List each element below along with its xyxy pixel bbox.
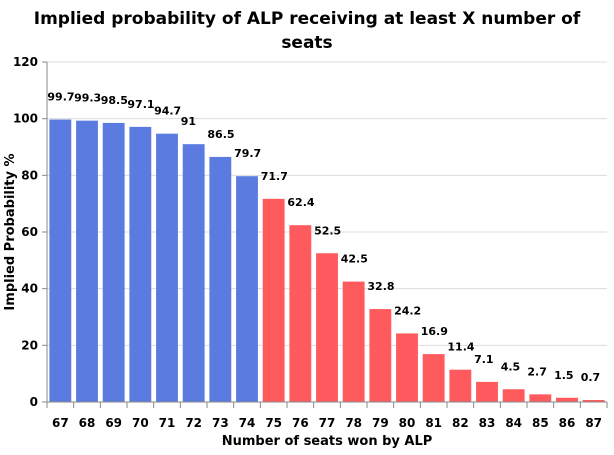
bar-70	[129, 126, 152, 402]
bar-85	[529, 394, 552, 402]
data-label: 42.5	[341, 253, 368, 266]
chart-title-line-2: seats	[281, 33, 332, 53]
x-tick-label: 71	[159, 416, 176, 430]
axes: 0 20 40 60 80 100 120 67 68 69 70 71 72 73 74 75 76 77 78 7…	[13, 55, 608, 430]
x-tick-label: 67	[52, 416, 69, 430]
x-tick-label: 73	[212, 416, 229, 430]
data-label: 91	[181, 115, 196, 128]
data-label: 99.3	[74, 92, 101, 105]
x-tick-label: 79	[372, 416, 389, 430]
bars	[49, 119, 605, 403]
x-tick-label: 83	[479, 416, 496, 430]
bar-84	[502, 389, 525, 402]
data-label: 97.1	[127, 98, 154, 111]
x-tick-label: 68	[79, 416, 96, 430]
data-label: 79.7	[234, 147, 261, 160]
x-tick-label: 72	[185, 416, 202, 430]
chart-title-line-1: Implied probability of ALP receiving at …	[34, 9, 581, 29]
bar-87	[582, 400, 605, 402]
data-label: 1.5	[554, 369, 574, 382]
data-label: 98.5	[101, 94, 128, 107]
x-tick-label: 87	[585, 416, 602, 430]
data-label: 4.5	[501, 360, 521, 373]
y-tick-label: 40	[21, 282, 38, 296]
bar-78	[342, 281, 365, 402]
x-tick-label: 85	[532, 416, 549, 430]
bar-74	[236, 176, 258, 402]
x-tick-label: 82	[452, 416, 469, 430]
bar-71	[156, 133, 178, 402]
x-tick-label: 69	[105, 416, 122, 430]
y-tick-label: 80	[21, 168, 38, 182]
data-label: 94.7	[154, 105, 181, 118]
bar-76	[289, 225, 312, 402]
bar-73	[209, 156, 232, 402]
data-label: 11.4	[447, 341, 474, 354]
data-labels: 99.7 99.3 98.5 97.194.791 86.579.771.7 62.4 52…	[47, 91, 601, 384]
y-tick-label: 100	[13, 112, 38, 126]
y-tick-label: 0	[30, 395, 38, 409]
data-label: 99.7	[47, 91, 74, 104]
bar-77	[316, 253, 338, 402]
bar-86	[556, 397, 578, 402]
bar-67	[49, 119, 72, 403]
data-label: 16.9	[421, 325, 448, 338]
x-tick-label: 78	[345, 416, 362, 430]
y-tick-label: 120	[13, 55, 38, 69]
bar-83	[476, 381, 498, 402]
bar-81	[422, 354, 445, 402]
bar-72	[182, 144, 205, 402]
x-axis-title: Number of seats won by ALP	[222, 434, 433, 449]
y-tick-label: 20	[21, 338, 38, 352]
data-label: 52.5	[314, 224, 341, 237]
bar-68	[76, 120, 98, 403]
data-label: 7.1	[474, 353, 494, 366]
x-tick-label: 77	[319, 416, 336, 430]
x-tick-label: 75	[265, 416, 282, 430]
data-label: 86.5	[207, 128, 234, 141]
y-axis-title: Implied Probability %	[3, 153, 18, 310]
data-label: 24.2	[394, 304, 421, 317]
data-label: 62.4	[287, 196, 314, 209]
x-tick-label: 70	[132, 416, 149, 430]
x-tick-label: 76	[292, 416, 309, 430]
x-tick-label: 86	[559, 416, 576, 430]
data-label: 2.7	[527, 365, 547, 378]
data-label: 71.7	[261, 170, 288, 183]
bar-82	[449, 369, 472, 402]
bar-75	[262, 198, 285, 402]
bar-79	[369, 309, 392, 402]
data-label: 32.8	[367, 280, 394, 293]
bar-80	[396, 333, 418, 402]
y-tick-label: 60	[21, 225, 38, 239]
x-tick-label: 80	[399, 416, 416, 430]
x-tick-label: 74	[239, 416, 256, 430]
data-label: 0.7	[581, 371, 601, 384]
bar-69	[102, 122, 125, 403]
x-tick-label: 81	[425, 416, 442, 430]
x-tick-label: 84	[505, 416, 522, 430]
